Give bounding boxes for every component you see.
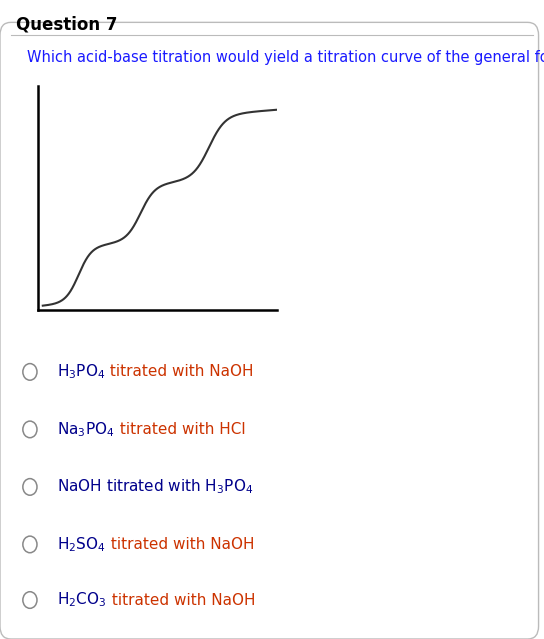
Text: H$_{3}$PO$_{4}$: H$_{3}$PO$_{4}$ [57,362,106,381]
Text: H$_{2}$SO$_{4}$: H$_{2}$SO$_{4}$ [57,535,106,554]
Text: Which acid-base titration would yield a titration curve of the general form show: Which acid-base titration would yield a … [27,50,544,65]
Text: NaOH titrated with H$_{3}$PO$_{4}$: NaOH titrated with H$_{3}$PO$_{4}$ [57,477,254,497]
Text: Question 7: Question 7 [16,16,118,34]
Text: titrated with NaOH: titrated with NaOH [107,592,255,608]
FancyBboxPatch shape [0,22,539,639]
Text: titrated with NaOH: titrated with NaOH [106,537,255,552]
Text: titrated with HCl: titrated with HCl [115,422,245,437]
Text: Na$_{3}$PO$_{4}$: Na$_{3}$PO$_{4}$ [57,420,115,439]
Text: titrated with NaOH: titrated with NaOH [106,364,254,380]
Text: H$_{2}$CO$_{3}$: H$_{2}$CO$_{3}$ [57,590,107,610]
